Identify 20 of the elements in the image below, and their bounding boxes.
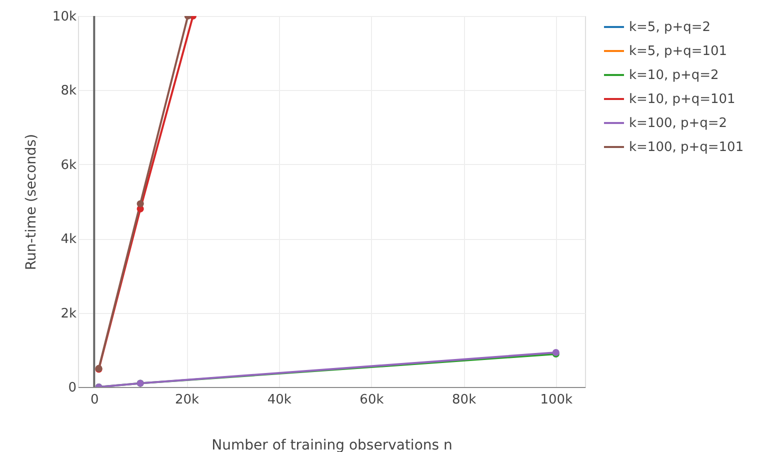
y-tick-label: 4k [60,232,77,248]
x-tick-label: 60k [360,392,384,408]
legend-label: k=10, p+q=101 [629,92,736,107]
legend-label: k=100, p+q=101 [629,140,744,155]
x-tick-label: 0 [90,392,99,408]
y-tick-label: 10k [52,10,77,24]
legend-label: k=5, p+q=2 [629,20,711,35]
x-tick-label: 80k [452,392,477,408]
y-axis-title: Run-time (seconds) [23,134,40,270]
y-tick-label: 6k [60,158,77,173]
x-tick-label: 40k [267,392,292,408]
y-tick-label: 0 [68,380,76,396]
x-tick-label: 20k [174,392,200,408]
legend-label: k=100, p+q=2 [629,116,728,131]
legend-label: k=5, p+q=101 [629,44,728,59]
x-tick-label: 100k [540,392,574,408]
y-tick-label: 8k [60,84,77,99]
y-tick-label: 2k [60,306,77,322]
legend-label: k=10, p+q=2 [629,68,719,83]
point [136,200,144,208]
